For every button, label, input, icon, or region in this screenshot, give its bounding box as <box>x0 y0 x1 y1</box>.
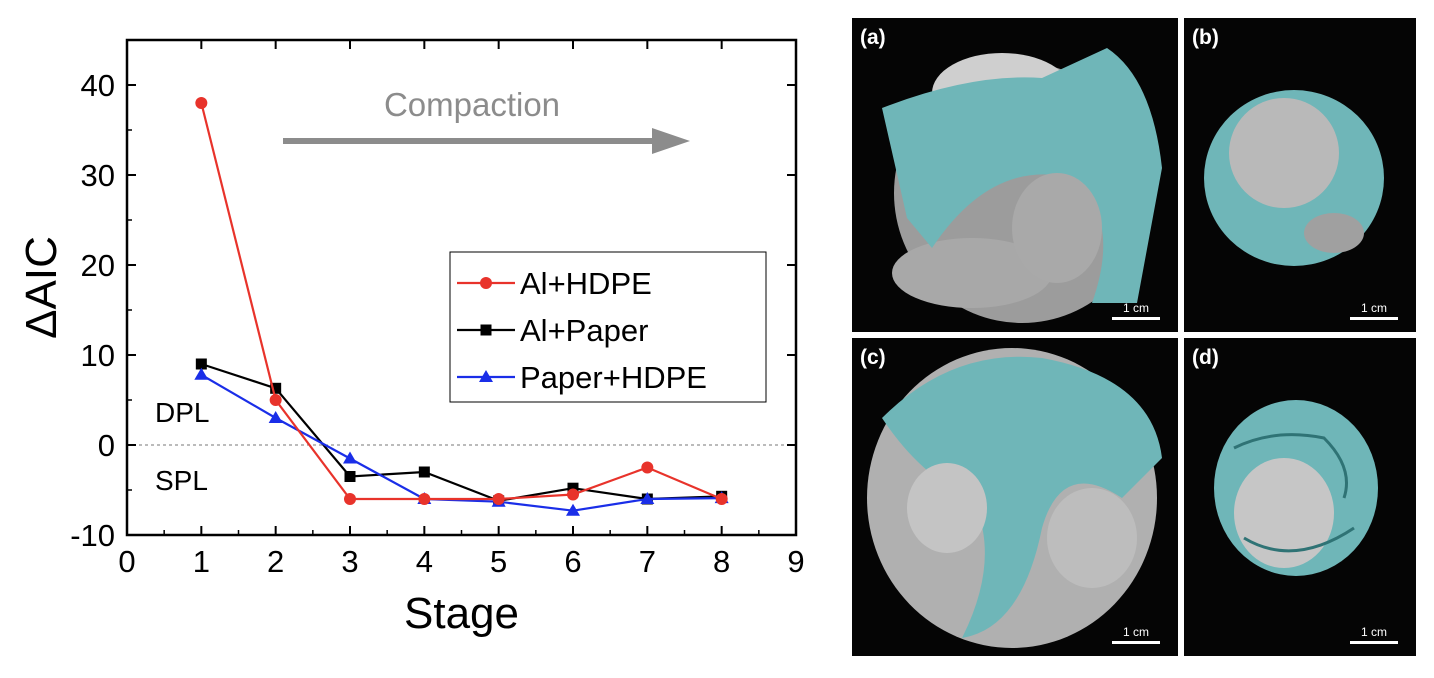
data-point-al-paper <box>270 382 282 394</box>
series-line-al-hdpe <box>200 102 723 501</box>
data-point-al-hdpe <box>715 493 728 505</box>
scalebar-line-b <box>1350 317 1398 320</box>
data-point-al-hdpe <box>492 493 505 505</box>
x-tick-label: 2 <box>267 544 284 579</box>
series-line-paper-hdpe <box>200 373 722 512</box>
legend-marker-al-hdpe <box>480 277 492 289</box>
crumpled-ball-photo-b <box>1204 90 1384 266</box>
data-point-al-hdpe <box>418 493 431 505</box>
y-tick-label: 40 <box>81 68 115 103</box>
y-tick-label: 0 <box>98 428 115 463</box>
photo-panel-c: (c) 1 cm <box>852 338 1178 656</box>
photo-panel-a: (a) 1 cm <box>852 18 1178 332</box>
data-point-al-hdpe <box>641 461 654 474</box>
data-point-al-hdpe <box>344 493 356 505</box>
panel-label-b: (b) <box>1192 26 1219 49</box>
x-tick-label: 8 <box>713 544 730 579</box>
photo-panel-d: (d) 1 cm <box>1184 338 1416 656</box>
x-tick-label: 5 <box>490 544 507 579</box>
series-line-al-paper <box>200 362 722 502</box>
data-point-al-paper <box>418 466 430 478</box>
x-tick-label: 3 <box>341 544 358 579</box>
scalebar-line-a <box>1112 317 1160 320</box>
data-point-paper-hdpe <box>640 492 655 504</box>
panel-label-c: (c) <box>860 346 886 369</box>
data-point-al-hdpe <box>195 97 208 109</box>
data-point-paper-hdpe <box>194 367 209 380</box>
scalebar-line-d <box>1350 641 1398 644</box>
scalebar-c: 1 cm <box>1112 626 1160 644</box>
photo-grid: (a) 1 cm (b) 1 cm (c) 1 cm <box>852 18 1416 656</box>
dpl-label: DPL <box>155 397 209 428</box>
y-tick-label: -10 <box>70 518 115 553</box>
data-point-al-hdpe <box>567 488 579 501</box>
scalebar-text-a: 1 cm <box>1122 301 1149 315</box>
panel-label-a: (a) <box>860 26 886 49</box>
delta-aic-chart: 0 1 2 3 4 5 6 7 8 9-10010203040StageΔAICCompactio… <box>17 38 805 638</box>
y-tick-label: 30 <box>81 158 115 193</box>
crumpled-ball-photo-a <box>882 48 1162 323</box>
x-axis-label: Stage <box>404 589 519 638</box>
spl-label: SPL <box>155 465 208 496</box>
legend-label-al-paper: Al+Paper <box>520 313 648 348</box>
legend-marker-al-paper <box>480 324 492 336</box>
data-point-al-paper <box>567 482 579 494</box>
panel-label-d: (d) <box>1192 346 1219 369</box>
x-tick-label: 7 <box>639 544 656 579</box>
x-tick-label: 1 <box>193 544 210 579</box>
scalebar-b: 1 cm <box>1350 302 1398 320</box>
compaction-label: Compaction <box>384 86 560 123</box>
x-tick-label: 6 <box>564 544 581 579</box>
data-point-paper-hdpe <box>566 503 580 516</box>
scalebar-a: 1 cm <box>1112 302 1160 320</box>
chart-panel: 0 1 2 3 4 5 6 7 8 9 -10 0 10 20 30 40 Stage ΔAIC Compactio… <box>17 38 805 638</box>
crumpled-ball-photo-d <box>1214 400 1378 576</box>
photo-panel-b: (b) 1 cm <box>1184 18 1416 332</box>
data-point-paper-hdpe <box>343 451 357 464</box>
y-axis-label: ΔAIC <box>17 236 66 339</box>
scalebar-text-c: 1 cm <box>1122 625 1149 639</box>
legend-marker-paper-hdpe <box>479 370 493 382</box>
compaction-arrow-head <box>652 128 690 154</box>
y-tick-label: 20 <box>81 248 115 283</box>
data-point-al-hdpe <box>269 394 282 406</box>
legend-label-paper-hdpe: Paper+HDPE <box>520 360 707 395</box>
legend-label-al-hdpe: Al+HDPE <box>520 266 652 301</box>
scalebar-text-b: 1 cm <box>1360 301 1387 315</box>
x-tick-label: 4 <box>416 544 433 579</box>
scalebar-d: 1 cm <box>1350 626 1398 644</box>
y-tick-label: 10 <box>81 338 115 373</box>
x-tick-label: 0 <box>118 544 135 579</box>
x-tick-label: 9 <box>787 544 804 579</box>
data-point-al-paper <box>344 471 356 482</box>
crumpled-ball-photo-c <box>867 348 1162 648</box>
data-point-paper-hdpe <box>268 411 283 423</box>
data-point-al-paper <box>195 358 207 370</box>
scalebar-line-c <box>1112 641 1160 644</box>
scalebar-text-d: 1 cm <box>1360 625 1387 639</box>
